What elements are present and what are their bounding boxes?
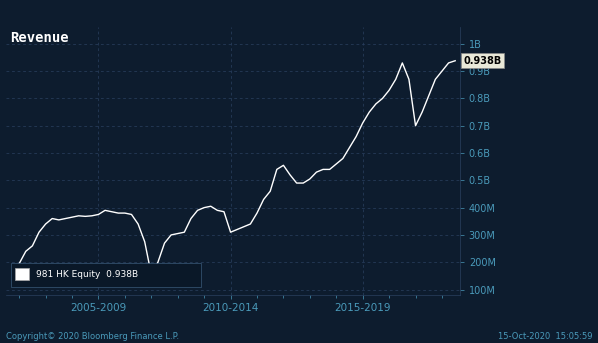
Bar xyxy=(15,268,29,280)
Text: 981 HK Equity  0.938B: 981 HK Equity 0.938B xyxy=(35,270,138,279)
Text: 15-Oct-2020  15:05:59: 15-Oct-2020 15:05:59 xyxy=(498,332,592,341)
FancyBboxPatch shape xyxy=(11,263,202,287)
Text: Revenue: Revenue xyxy=(11,32,69,46)
Text: Copyright© 2020 Bloomberg Finance L.P.: Copyright© 2020 Bloomberg Finance L.P. xyxy=(6,332,179,341)
Text: 0.938B: 0.938B xyxy=(463,56,502,66)
